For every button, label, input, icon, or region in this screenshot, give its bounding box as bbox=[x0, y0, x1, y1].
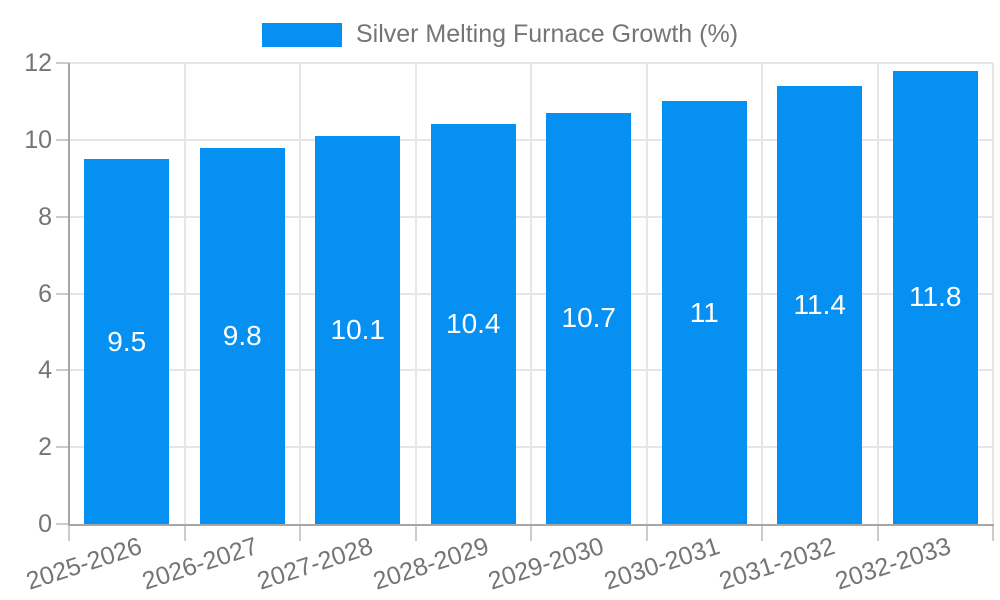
x-tick bbox=[530, 526, 532, 541]
y-tick bbox=[56, 523, 69, 525]
bar[interactable] bbox=[199, 147, 285, 524]
bar-value-label: 9.5 bbox=[107, 325, 147, 357]
y-tick bbox=[56, 138, 69, 141]
x-tick bbox=[876, 526, 879, 541]
bar-value-label: 10.7 bbox=[561, 302, 617, 334]
v-gridline bbox=[530, 63, 532, 524]
y-tick bbox=[56, 369, 69, 372]
x-tick bbox=[992, 526, 994, 541]
y-tick bbox=[56, 62, 69, 64]
y-axis-label: 8 bbox=[38, 202, 52, 231]
x-axis-label: 2026-2027 bbox=[138, 532, 261, 596]
x-tick bbox=[645, 526, 648, 541]
y-axis-label: 0 bbox=[38, 510, 52, 538]
legend-label: Silver Melting Furnace Growth (%) bbox=[355, 20, 739, 48]
x-axis-label: 2032-2033 bbox=[831, 532, 954, 596]
bar-value-label: 10.4 bbox=[446, 308, 501, 340]
x-axis-label: 2031-2032 bbox=[716, 532, 839, 596]
v-gridline bbox=[414, 63, 417, 524]
x-axis-label: 2030-2031 bbox=[600, 532, 723, 596]
bar-value-label: 10.1 bbox=[330, 313, 386, 345]
bar[interactable] bbox=[315, 135, 401, 524]
bar-value-label: 11.4 bbox=[793, 289, 846, 321]
v-gridline bbox=[876, 63, 879, 524]
y-axis-label: 2 bbox=[38, 433, 52, 462]
x-axis-line bbox=[68, 524, 994, 526]
v-gridline bbox=[183, 63, 186, 524]
x-tick bbox=[414, 526, 417, 541]
y-tick bbox=[56, 292, 69, 295]
y-axis-label: 4 bbox=[38, 356, 52, 385]
bar[interactable] bbox=[430, 124, 516, 524]
x-axis-label: 2028-2029 bbox=[369, 532, 492, 596]
y-axis-label: 6 bbox=[38, 279, 52, 308]
x-axis-label: 2025-2026 bbox=[23, 532, 146, 596]
bar-value-label: 11.8 bbox=[909, 281, 962, 313]
y-tick bbox=[56, 446, 69, 449]
v-gridline bbox=[645, 63, 648, 524]
legend: Silver Melting Furnace Growth (%) bbox=[0, 20, 1000, 49]
y-axis-label: 10 bbox=[24, 125, 52, 154]
bar[interactable] bbox=[661, 101, 747, 524]
bar[interactable] bbox=[892, 70, 978, 524]
bar[interactable] bbox=[84, 159, 170, 524]
bar-value-label: 11 bbox=[689, 296, 719, 328]
x-tick bbox=[761, 526, 763, 541]
bar-value-label: 9.8 bbox=[222, 319, 262, 351]
x-axis-label: 2027-2028 bbox=[254, 532, 377, 596]
y-tick bbox=[56, 215, 69, 218]
x-tick bbox=[299, 526, 301, 541]
y-axis-label: 12 bbox=[24, 49, 52, 77]
legend-swatch bbox=[261, 22, 342, 47]
bar[interactable] bbox=[546, 112, 632, 524]
v-gridline bbox=[992, 63, 994, 524]
x-tick bbox=[68, 526, 70, 541]
y-axis-line bbox=[68, 63, 70, 524]
v-gridline bbox=[299, 63, 301, 524]
bar[interactable] bbox=[777, 86, 863, 524]
x-tick bbox=[183, 526, 186, 541]
x-axis-label: 2029-2030 bbox=[485, 532, 608, 596]
v-gridline bbox=[761, 63, 763, 524]
